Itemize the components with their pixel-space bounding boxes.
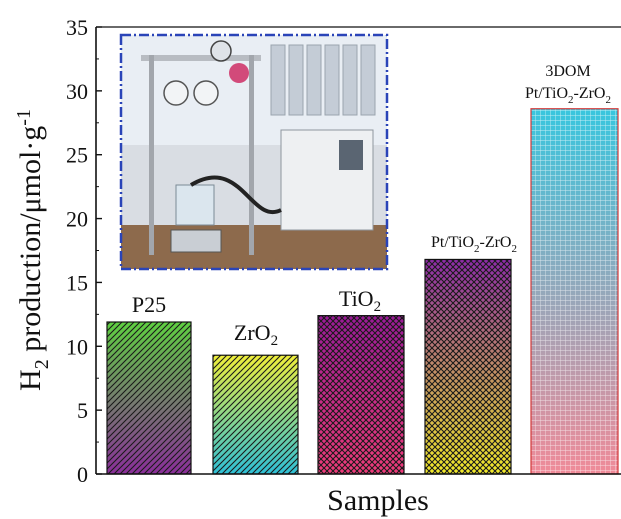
inset-gauge (193, 80, 219, 106)
y-tick-label: 5 (77, 398, 88, 423)
category-label: ZrO2 (234, 320, 278, 349)
bar-pattern (107, 322, 191, 474)
category-label-part: 2 (474, 243, 480, 255)
category-label-part: -ZrO (480, 234, 512, 251)
category-label: TiO2 (339, 286, 381, 315)
inset-window (324, 44, 340, 116)
inset-window (360, 44, 376, 116)
category-label: P25 (132, 292, 166, 317)
category-label-part: ZrO (234, 320, 271, 345)
category-label-part: P25 (132, 292, 166, 317)
inset-rig-post (249, 55, 254, 255)
category-label: Pt/TiO2-ZrO2 (431, 234, 517, 255)
category-label-part: 2 (374, 299, 382, 315)
bar-1 (212, 354, 299, 475)
bar-2 (317, 315, 405, 475)
y-axis-title-sub: 2 (31, 359, 53, 369)
inset-window (270, 44, 286, 116)
category-label-part: Pt/TiO (525, 85, 568, 102)
bar-pattern (425, 259, 511, 474)
bar-pattern (531, 108, 618, 474)
bar-3 (424, 258, 512, 475)
category-label-part: 2 (605, 94, 611, 106)
category-label-part: 2 (511, 243, 517, 255)
y-axis-title-sup: -1 (13, 109, 35, 126)
category-label-part: Pt/TiO (431, 234, 474, 251)
category-label-part: -ZrO (574, 85, 606, 102)
inset-rig-bar (141, 55, 261, 61)
bar-0 (106, 321, 192, 475)
inset-gauge (210, 40, 232, 62)
x-axis-title: Samples (327, 484, 429, 517)
y-tick-label: 15 (66, 270, 88, 295)
inset-flowers (229, 63, 249, 83)
category-label-part: 2 (271, 333, 279, 349)
y-axis-title: H2 production/μmol·g-1 (13, 109, 53, 391)
inset-rig-post (149, 55, 154, 255)
bar-pattern (318, 315, 404, 474)
inset-window (342, 44, 358, 116)
inset-window (288, 44, 304, 116)
y-tick-label: 20 (66, 207, 88, 232)
inset-window (306, 44, 322, 116)
inset-gauge (163, 80, 189, 106)
category-label: Pt/TiO2-ZrO2 (525, 85, 611, 106)
inset-photo (119, 33, 389, 271)
inset-instrument-panel (339, 140, 363, 170)
axes (95, 26, 621, 475)
inset-stirrer (170, 229, 222, 253)
inset-border (119, 33, 389, 271)
category-label-part: 2 (568, 94, 574, 106)
y-tick-label: 10 (66, 334, 88, 359)
inset-tube (189, 175, 282, 215)
category-label-line1: 3DOM (545, 63, 590, 80)
y-tick-label: 0 (77, 462, 88, 487)
category-label-part: TiO (339, 286, 374, 311)
inset-reactor (175, 184, 215, 226)
bar-pattern (213, 355, 298, 474)
y-tick-label: 30 (66, 79, 88, 104)
y-axis-title-rest: production/μmol·g (14, 126, 47, 360)
y-tick-label: 35 (66, 15, 88, 40)
y-tick-label: 25 (66, 143, 88, 168)
y-axis-title-main: H (14, 369, 47, 391)
bar-4 (530, 108, 619, 475)
bars-layer (106, 108, 619, 475)
